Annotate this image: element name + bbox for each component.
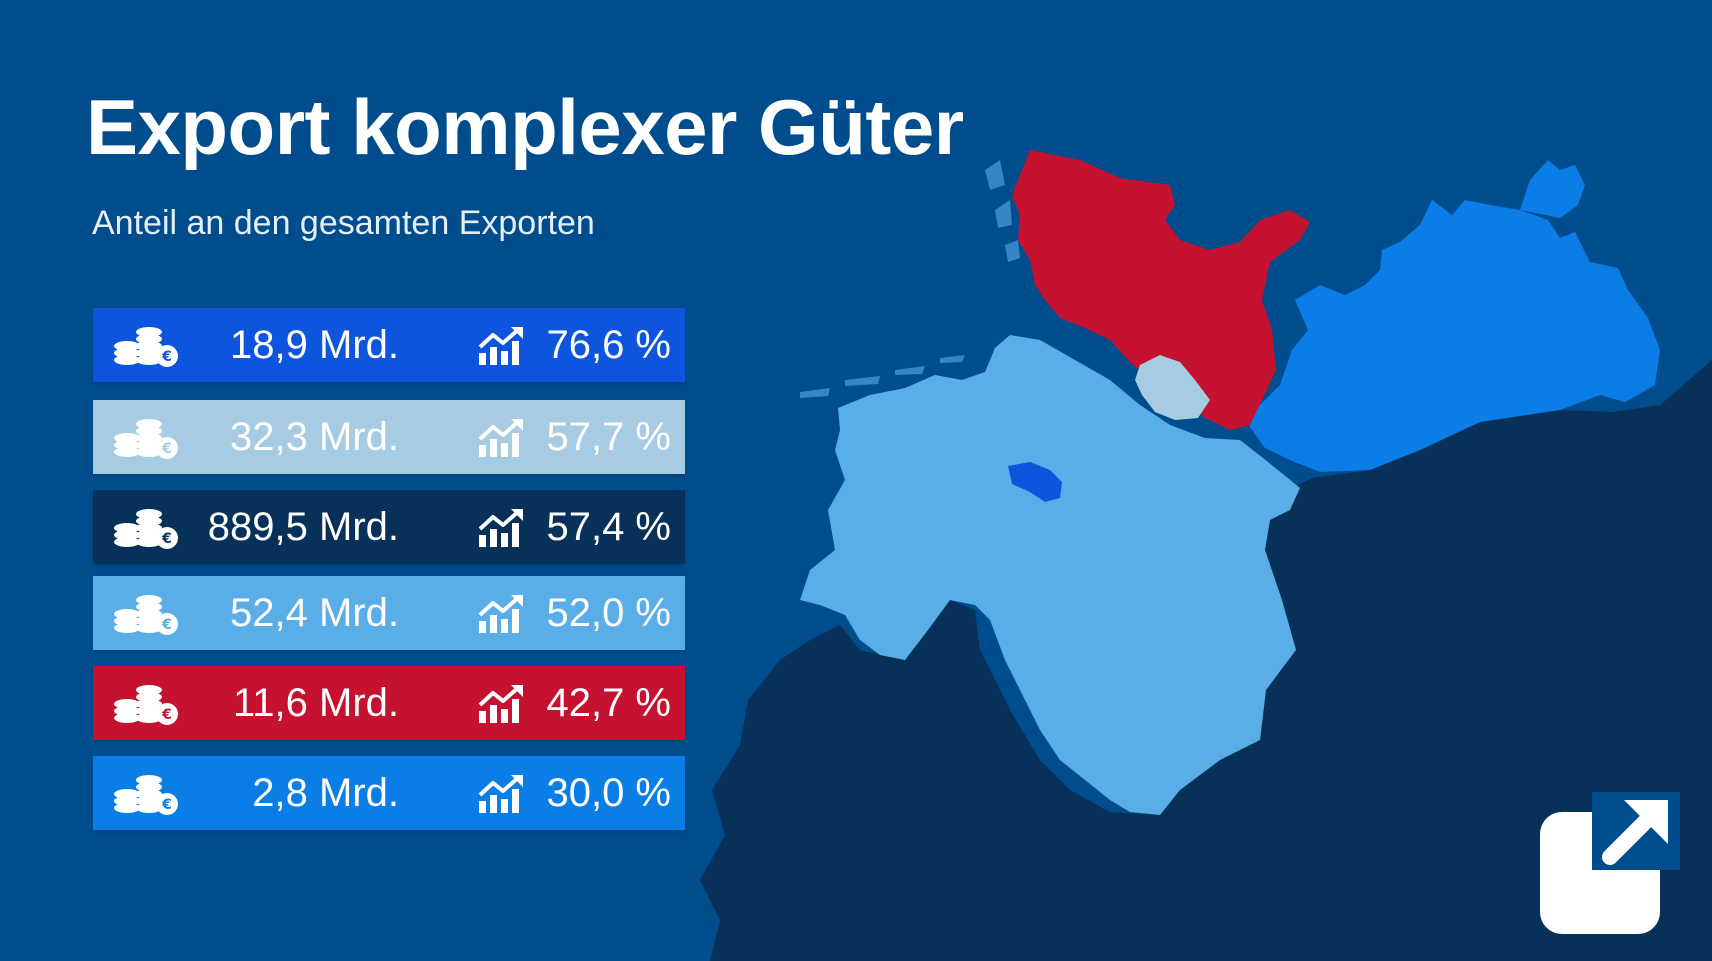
export-amount: 2,8 Mrd. xyxy=(252,771,399,815)
trend-up-chart-icon xyxy=(478,595,523,633)
coins-euro-icon: € xyxy=(114,327,178,367)
svg-text:€: € xyxy=(161,349,172,365)
export-share: 52,0 % xyxy=(546,591,671,635)
svg-text:€: € xyxy=(161,797,172,813)
export-share: 42,7 % xyxy=(546,681,671,725)
page-subtitle: Anteil an den gesamten Exporten xyxy=(92,204,595,242)
trend-up-chart-icon xyxy=(478,509,523,547)
svg-text:€: € xyxy=(161,531,172,547)
region-rest-deutschland xyxy=(700,360,1712,961)
island-ruegen xyxy=(1520,160,1585,218)
export-amount: 32,3 Mrd. xyxy=(230,415,399,459)
export-amount: 11,6 Mrd. xyxy=(233,681,399,725)
coins-euro-icon: € xyxy=(114,775,178,815)
svg-text:€: € xyxy=(161,441,172,457)
export-share: 57,4 % xyxy=(546,505,671,549)
frisian-islands xyxy=(800,355,965,398)
trend-up-chart-icon xyxy=(478,685,523,723)
coins-euro-icon: € xyxy=(114,595,178,635)
table-row: €18,9 Mrd. 76,6 % xyxy=(93,308,685,382)
export-share: 76,6 % xyxy=(546,323,671,367)
table-row: €52,4 Mrd. 52,0 % xyxy=(93,576,685,650)
coins-euro-icon: € xyxy=(114,685,178,725)
export-amount: 52,4 Mrd. xyxy=(230,591,399,635)
region-niedersachsen xyxy=(800,335,1300,815)
export-share: 57,7 % xyxy=(546,415,671,459)
table-row: €2,8 Mrd. 30,0 % xyxy=(93,756,685,830)
table-row: €889,5 Mrd. 57,4 % xyxy=(93,490,685,564)
export-share: 30,0 % xyxy=(546,771,671,815)
region-mecklenburg-vorpommern xyxy=(1245,200,1660,472)
export-amount: 889,5 Mrd. xyxy=(207,505,399,549)
external-link-icon xyxy=(1540,792,1680,934)
svg-text:€: € xyxy=(161,707,172,723)
svg-text:€: € xyxy=(161,617,172,633)
external-link-button[interactable] xyxy=(1540,792,1680,937)
table-row: €32,3 Mrd. 57,7 % xyxy=(93,400,685,474)
page-title: Export komplexer Güter xyxy=(86,83,964,171)
trend-up-chart-icon xyxy=(478,775,523,813)
coins-euro-icon: € xyxy=(114,509,178,549)
region-bremen xyxy=(1008,462,1062,502)
coins-euro-icon: € xyxy=(114,419,178,459)
north-frisian-islands xyxy=(985,160,1020,262)
export-amount: 18,9 Mrd. xyxy=(230,323,399,367)
region-schleswig-holstein xyxy=(1012,150,1310,430)
trend-up-chart-icon xyxy=(478,327,523,365)
table-row: €11,6 Mrd. 42,7 % xyxy=(93,666,685,740)
trend-up-chart-icon xyxy=(478,419,523,457)
region-hamburg xyxy=(1135,355,1210,420)
